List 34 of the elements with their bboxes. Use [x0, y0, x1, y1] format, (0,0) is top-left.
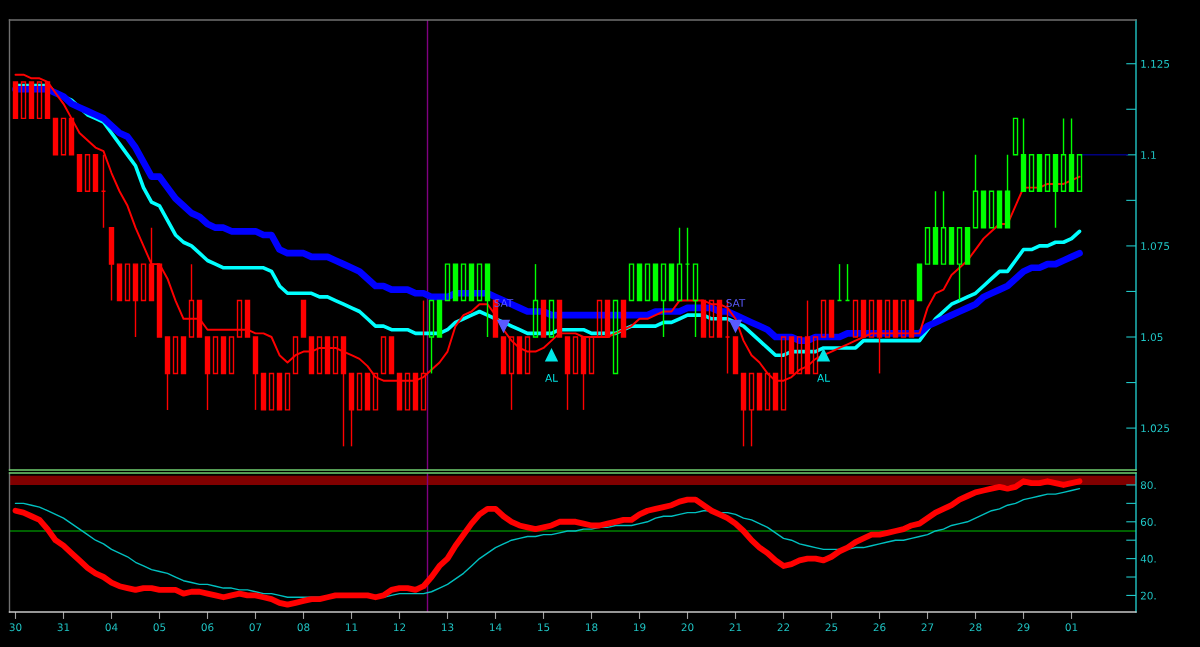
y-tick-label: 80. — [1140, 481, 1156, 490]
y-tick-label: 1.1 — [1141, 151, 1156, 159]
x-tick-label: 18 — [586, 623, 598, 632]
x-tick-label: 08 — [297, 623, 310, 632]
x-tick-label: 11 — [346, 623, 358, 632]
y-tick-label: 1.025 — [1141, 424, 1170, 433]
y-tick-label: 60. — [1140, 518, 1156, 526]
y-tick-label: 40. — [1140, 554, 1156, 563]
x-tick-label: 12 — [394, 623, 406, 632]
x-tick-label: 31 — [57, 623, 70, 632]
y-tick-label: 1.125 — [1141, 59, 1170, 68]
x-tick-label: 13 — [442, 623, 454, 632]
y-tick-label: 20. — [1140, 591, 1156, 600]
x-tick-label: 22 — [777, 623, 790, 632]
series-label: AL — [545, 374, 558, 382]
y-tick-label: 1.075 — [1141, 242, 1170, 251]
x-tick-label: 26 — [873, 623, 886, 632]
x-tick-label: 25 — [825, 623, 838, 632]
x-tick-label: 21 — [729, 623, 742, 632]
x-tick-label: 01 — [1065, 623, 1078, 632]
x-tick-label: 28 — [969, 623, 982, 632]
text: AL — [817, 374, 830, 382]
x-tick-label: 05 — [153, 623, 166, 632]
x-tick-label: 15 — [538, 623, 550, 632]
x-tick-label: 06 — [201, 623, 214, 632]
x-tick-label: 04 — [105, 623, 118, 632]
x-tick-label: 20 — [681, 623, 694, 632]
x-tick-label: 30 — [9, 623, 22, 632]
x-tick-label: 29 — [1017, 623, 1030, 632]
y-tick-label: 1.05 — [1141, 333, 1163, 342]
x-tick-label: 07 — [249, 623, 262, 632]
x-tick-label: 19 — [634, 623, 646, 632]
x-tick-label: 14 — [490, 623, 502, 632]
x-tick-label: 27 — [921, 623, 934, 632]
